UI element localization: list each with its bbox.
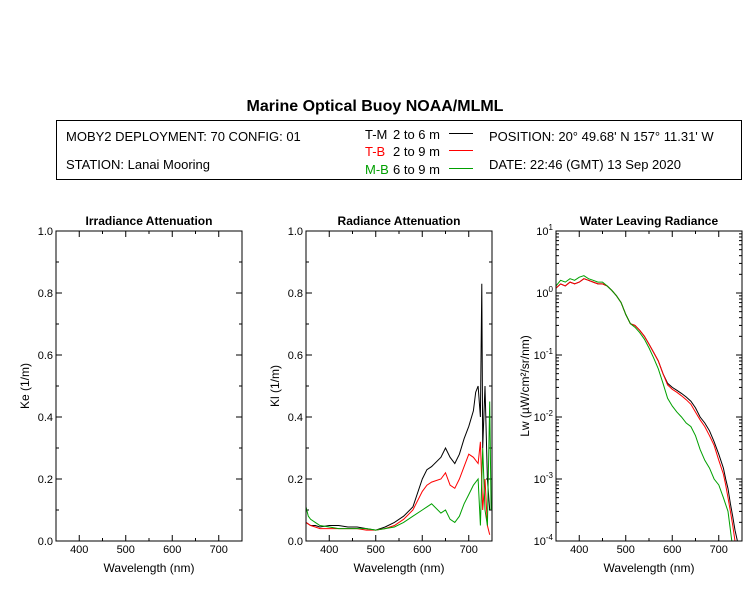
chart-1: Irradiance Attenuation 400 500 600 700 0.0 0.2…	[18, 214, 243, 575]
x-tick-label: 500	[617, 544, 635, 556]
info-box: MOBY2 DEPLOYMENT: 70 CONFIG: 01 STATION:…	[56, 120, 742, 180]
x-axis-label: Wavelength (nm)	[354, 561, 445, 575]
y-tick-label: 0.4	[38, 412, 53, 424]
y-tick-label: 0.6	[288, 350, 303, 362]
deployment-text: MOBY2 DEPLOYMENT: 70 CONFIG: 01	[66, 129, 301, 144]
legend-code-tb: T-B	[365, 144, 386, 159]
plot-frame	[55, 230, 243, 542]
station-text: STATION: Lanai Mooring	[66, 157, 211, 172]
series-t-b	[305, 441, 491, 535]
series-m-b	[555, 275, 733, 542]
y-tick-label: 10-1	[534, 347, 554, 362]
y-tick-label: 0.8	[38, 288, 53, 300]
series-t-b	[555, 278, 736, 542]
page-title: Marine Optical Buoy NOAA/MLML	[246, 98, 504, 115]
y-tick-exponent: -2	[546, 409, 554, 418]
x-axis-label: Wavelength (nm)	[104, 561, 195, 575]
y-tick-label: 10-4	[534, 533, 554, 548]
x-tick-label: 700	[210, 544, 228, 556]
date-text: DATE: 22:46 (GMT) 13 Sep 2020	[489, 157, 681, 172]
chart-title: Water Leaving Radiance	[580, 214, 719, 228]
y-tick-exponent: -4	[546, 533, 554, 542]
series-t-m	[555, 278, 738, 542]
y-tick-exponent: 1	[549, 223, 554, 232]
x-tick-label: 600	[163, 544, 181, 556]
legend-code-mb: M-B	[365, 162, 389, 177]
y-tick-label: 0.0	[288, 536, 303, 548]
x-tick-label: 700	[460, 544, 478, 556]
chart-title: Radiance Attenuation	[338, 214, 461, 228]
y-tick-label: 0.4	[288, 412, 303, 424]
x-tick-label: 600	[413, 544, 431, 556]
series-t-m	[305, 283, 491, 531]
y-axis-label: Lw (µW/cm²/sr/nm)	[518, 335, 532, 437]
y-tick-exponent: -3	[546, 471, 554, 480]
x-tick-label: 400	[570, 544, 588, 556]
x-tick-label: 400	[320, 544, 338, 556]
chart-title: Irradiance Attenuation	[86, 214, 213, 228]
y-tick-label: 101	[536, 223, 553, 238]
y-tick-label: 1.0	[288, 226, 303, 238]
legend-line-tm	[449, 133, 473, 134]
legend-code-tm: T-M	[365, 127, 388, 142]
x-tick-label: 500	[367, 544, 385, 556]
y-tick-label: 0.2	[288, 474, 303, 486]
y-tick-exponent: -1	[546, 347, 554, 356]
legend-line-mb	[449, 168, 473, 169]
plot-frame	[305, 230, 493, 542]
legend-range-tb: 2 to 9 m	[393, 144, 440, 159]
x-tick-label: 500	[117, 544, 135, 556]
y-tick-label: 10-3	[534, 471, 554, 486]
x-tick-label: 400	[70, 544, 88, 556]
series-m-b	[305, 401, 492, 531]
y-tick-label: 1.0	[38, 226, 53, 238]
legend-line-tb	[449, 150, 473, 151]
y-tick-label: 0.6	[38, 350, 53, 362]
plot-frame	[555, 230, 743, 542]
legend-range-mb: 6 to 9 m	[393, 162, 440, 177]
x-tick-label: 600	[663, 544, 681, 556]
y-tick-label: 10-2	[534, 409, 554, 424]
chart-2: Radiance Attenuation 400 500 600 700 0.0 0.2 0.…	[268, 214, 493, 575]
y-axis-label: Kl (1/m)	[268, 365, 282, 407]
x-tick-label: 700	[710, 544, 728, 556]
y-tick-label: 0.8	[288, 288, 303, 300]
x-axis-label: Wavelength (nm)	[604, 561, 695, 575]
y-tick-exponent: 0	[549, 285, 554, 294]
y-tick-label: 0.0	[38, 536, 53, 548]
y-axis-label: Ke (1/m)	[18, 363, 32, 409]
legend-range-tm: 2 to 6 m	[393, 127, 440, 142]
position-text: POSITION: 20° 49.68' N 157° 11.31' W	[489, 129, 714, 144]
y-tick-label: 0.2	[38, 474, 53, 486]
y-tick-label: 100	[536, 285, 553, 300]
